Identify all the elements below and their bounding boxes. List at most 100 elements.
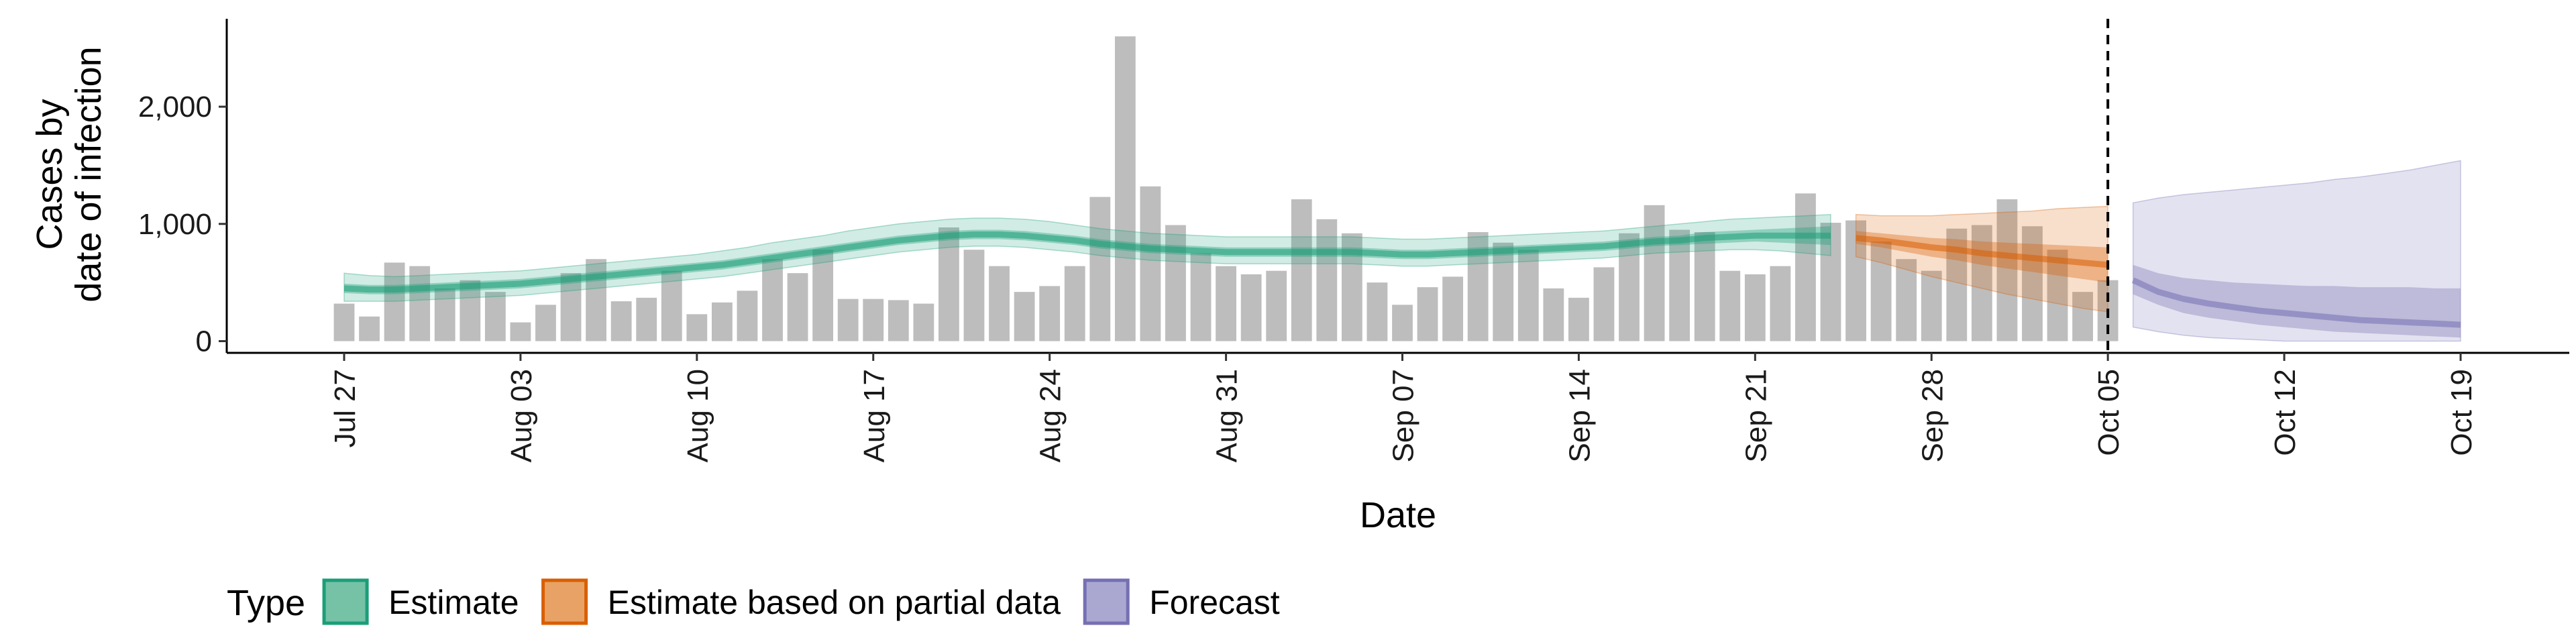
case-bar bbox=[636, 297, 657, 341]
case-bar bbox=[1669, 229, 1690, 341]
axes-layer bbox=[225, 19, 2569, 354]
x-tick-label: Sep 21 bbox=[1739, 369, 1772, 462]
case-bar bbox=[1140, 186, 1161, 341]
case-bar bbox=[1493, 242, 1514, 341]
x-tick-label: Aug 10 bbox=[682, 369, 714, 462]
case-bar bbox=[1039, 286, 1061, 341]
case-bar bbox=[1744, 274, 1766, 341]
legend-title: Type bbox=[227, 583, 305, 623]
case-bar bbox=[1543, 288, 1564, 341]
case-bar bbox=[1568, 297, 1589, 341]
case-bar bbox=[1240, 274, 1262, 341]
x-ticks: Jul 27 Aug 03 Aug 10 Aug 17 Aug 24 Aug 31 Sep … bbox=[329, 353, 2478, 462]
case-bar bbox=[888, 300, 909, 341]
case-bar bbox=[737, 290, 758, 341]
median-line bbox=[343, 231, 1831, 293]
x-tick-label: Sep 28 bbox=[1916, 369, 1949, 462]
case-bar bbox=[963, 250, 985, 341]
case-bar bbox=[1820, 223, 1841, 341]
legend-item-label: Estimate based on partial data bbox=[608, 584, 1061, 621]
case-bar bbox=[1316, 219, 1338, 341]
case-bar bbox=[1619, 233, 1640, 341]
case-bar bbox=[1442, 276, 1464, 341]
case-bar bbox=[1392, 305, 1413, 341]
x-axis-title: Date bbox=[1360, 495, 1436, 535]
legend-item-label: Forecast bbox=[1149, 584, 1280, 621]
case-bar bbox=[510, 322, 531, 341]
case-bar bbox=[2022, 226, 2043, 341]
case-bar bbox=[460, 280, 481, 341]
x-tick-label: Sep 14 bbox=[1563, 369, 1596, 462]
legend-swatch bbox=[322, 578, 369, 625]
series-estimate-based-on-partial-data bbox=[1855, 205, 2108, 313]
case-bar bbox=[1996, 199, 2018, 341]
x-tick-label: Oct 05 bbox=[2092, 369, 2125, 456]
ribbons-layer bbox=[343, 160, 2461, 342]
case-bar bbox=[661, 270, 682, 341]
y-tick-label: 0 bbox=[196, 325, 212, 358]
case-bar bbox=[1366, 282, 1388, 341]
outer-interval-band bbox=[2132, 160, 2461, 342]
case-bar bbox=[610, 301, 632, 341]
x-tick-label: Sep 07 bbox=[1387, 369, 1420, 462]
case-bar bbox=[586, 259, 606, 341]
legend-swatch bbox=[541, 578, 588, 625]
y-axis-title-line-1: Cases by bbox=[30, 99, 70, 250]
case-bar bbox=[560, 273, 582, 341]
case-bar bbox=[989, 266, 1010, 341]
case-bar bbox=[1870, 241, 1892, 341]
legend-item-label: Estimate bbox=[388, 584, 519, 621]
case-bar bbox=[359, 316, 380, 341]
case-bar bbox=[837, 299, 859, 341]
case-bar bbox=[938, 227, 959, 341]
y-axis-title-line-2: date of infection bbox=[68, 46, 109, 302]
case-bar bbox=[1266, 270, 1287, 341]
case-bar bbox=[1896, 259, 1917, 341]
x-tick-label: Oct 19 bbox=[2445, 369, 2478, 456]
case-bar bbox=[1921, 270, 1942, 341]
series-forecast bbox=[2131, 160, 2461, 342]
case-bar bbox=[812, 250, 834, 341]
case-bar bbox=[333, 303, 355, 341]
y-axis-title: Cases by date of infection bbox=[30, 46, 109, 302]
x-tick-label: Aug 17 bbox=[858, 369, 891, 462]
x-tick-label: Aug 31 bbox=[1211, 369, 1244, 462]
case-bar bbox=[863, 299, 884, 341]
case-bar bbox=[1014, 292, 1035, 341]
case-bar bbox=[1089, 197, 1111, 341]
case-bar bbox=[434, 288, 455, 341]
legend-swatch bbox=[1083, 578, 1130, 625]
y-ticks: 0 1,000 2,000 bbox=[138, 91, 227, 358]
case-bar bbox=[1291, 199, 1312, 341]
case-bar bbox=[1417, 287, 1438, 341]
x-tick-label: Aug 03 bbox=[505, 369, 538, 462]
case-bar bbox=[1971, 225, 1992, 341]
bars-layer bbox=[333, 36, 2118, 341]
case-bar bbox=[2072, 292, 2094, 341]
case-bar bbox=[1165, 225, 1186, 341]
case-bar bbox=[787, 273, 808, 341]
case-bar bbox=[762, 259, 783, 341]
median-line bbox=[2131, 277, 2461, 328]
median-line bbox=[1856, 235, 2108, 268]
case-bar bbox=[409, 266, 431, 341]
case-bar bbox=[686, 314, 708, 341]
case-bar bbox=[913, 303, 934, 341]
legend: Type Estimate Estimate based on partial d… bbox=[227, 578, 1280, 625]
case-bar bbox=[1593, 267, 1615, 341]
case-bar bbox=[1114, 36, 1136, 341]
case-bar bbox=[1694, 232, 1715, 341]
case-bar bbox=[711, 302, 733, 341]
x-tick-label: Oct 12 bbox=[2269, 369, 2302, 456]
y-tick-label: 1,000 bbox=[138, 208, 212, 241]
case-bar bbox=[535, 305, 556, 341]
x-tick-label: Jul 27 bbox=[329, 369, 362, 447]
case-bar bbox=[1644, 205, 1665, 341]
case-bar bbox=[1064, 266, 1085, 341]
case-bar bbox=[1190, 253, 1212, 341]
x-tick-label: Aug 24 bbox=[1034, 369, 1067, 462]
case-bar bbox=[1517, 250, 1539, 341]
case-bar bbox=[384, 262, 405, 341]
case-bar bbox=[484, 292, 506, 341]
